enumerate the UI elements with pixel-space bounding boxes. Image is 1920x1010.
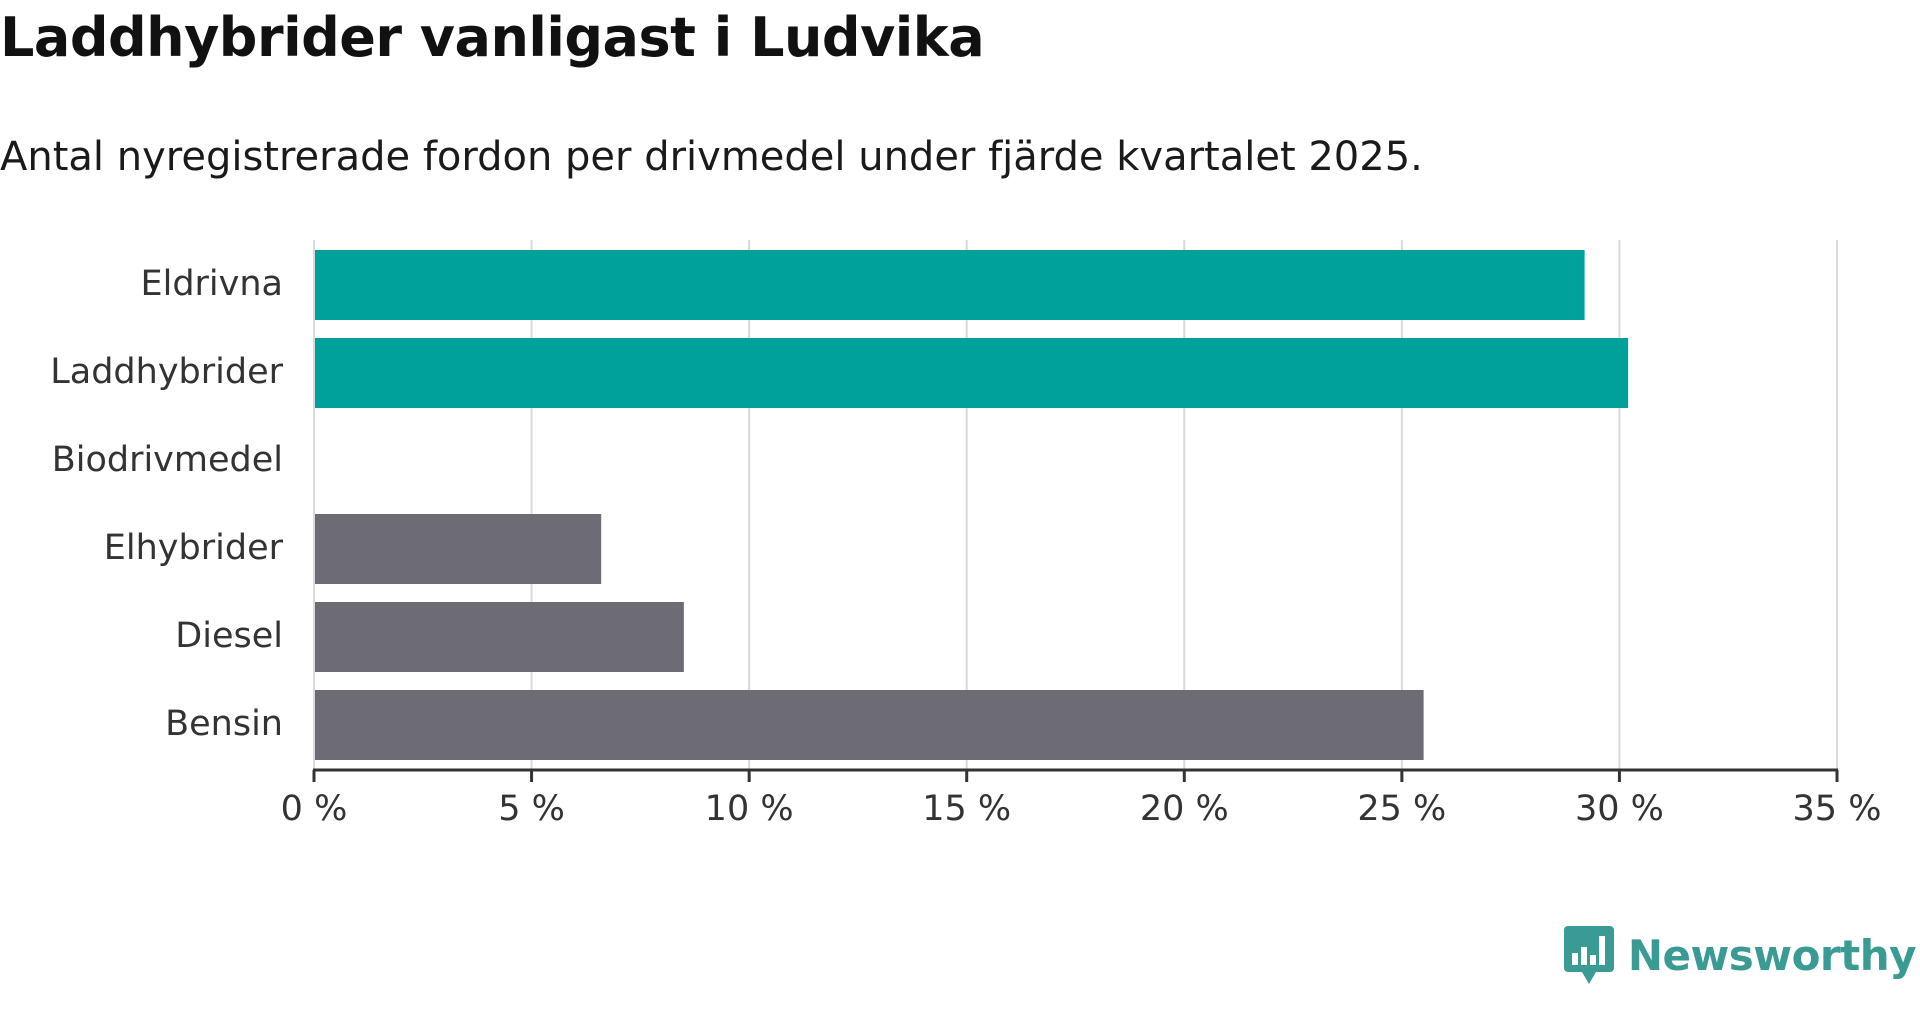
x-tick-label-0: 0 % bbox=[281, 789, 348, 829]
x-tick-label-35: 35 % bbox=[1793, 789, 1882, 829]
x-tick-label-20: 20 % bbox=[1140, 789, 1229, 829]
bar-diesel bbox=[314, 602, 684, 672]
x-axis: 0 % 5 % 10 % 15 % 20 % 25 % 30 % 35 % bbox=[281, 240, 1882, 829]
bar-elhybrider bbox=[314, 514, 602, 584]
category-label-diesel: Diesel bbox=[175, 616, 283, 656]
x-tick-label-5: 5 % bbox=[498, 789, 565, 829]
bar-eldrivna bbox=[314, 250, 1585, 320]
chart-subtitle: Antal nyregistrerade fordon per drivmede… bbox=[0, 134, 1423, 180]
bar-bensin bbox=[314, 690, 1424, 760]
brand-name: Newsworthy bbox=[1627, 930, 1917, 980]
category-labels: Eldrivna Laddhybrider Biodrivmedel Elhybrid… bbox=[50, 264, 283, 744]
category-label-biodrivmedel: Biodrivmedel bbox=[52, 440, 283, 480]
brand-logo: Newsworthy bbox=[1563, 926, 1917, 984]
newsworthy-logo-icon bbox=[1563, 926, 1614, 984]
x-tick-label-15: 15 % bbox=[922, 789, 1011, 829]
category-label-bensin: Bensin bbox=[165, 704, 283, 744]
gridlines bbox=[530, 240, 1838, 770]
chart-title: Laddhybrider vanligast i Ludvika bbox=[0, 6, 985, 69]
bars bbox=[314, 250, 1629, 760]
bar-laddhybrider bbox=[314, 338, 1629, 408]
category-label-eldrivna: Eldrivna bbox=[140, 264, 283, 304]
x-tick-label-10: 10 % bbox=[705, 789, 794, 829]
category-label-laddhybrider: Laddhybrider bbox=[50, 352, 283, 392]
x-tick-label-30: 30 % bbox=[1575, 789, 1664, 829]
x-tick-label-25: 25 % bbox=[1357, 789, 1446, 829]
category-label-elhybrider: Elhybrider bbox=[104, 528, 284, 568]
